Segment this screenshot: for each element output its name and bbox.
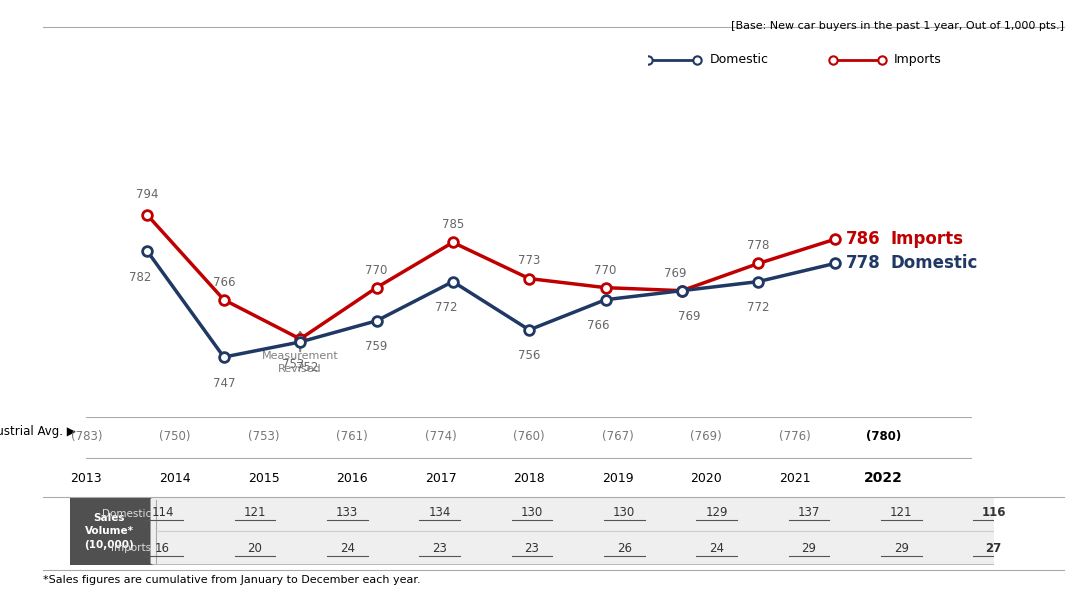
- Text: (780): (780): [866, 430, 901, 442]
- Text: (783): (783): [70, 430, 103, 442]
- Text: Industrial Avg. ▶: Industrial Avg. ▶: [0, 426, 76, 438]
- Text: 2022: 2022: [864, 471, 903, 485]
- Text: 121: 121: [890, 506, 913, 519]
- Text: 747: 747: [213, 377, 235, 390]
- Text: 114: 114: [151, 506, 174, 519]
- Text: 129: 129: [705, 506, 728, 519]
- Text: 27: 27: [985, 542, 1002, 555]
- Text: 2015: 2015: [247, 472, 280, 484]
- Text: 759: 759: [365, 340, 388, 353]
- Text: 2017: 2017: [424, 472, 457, 484]
- Text: (760): (760): [513, 430, 545, 442]
- Text: 116: 116: [982, 506, 1005, 519]
- Text: 756: 756: [518, 349, 540, 362]
- Text: 121: 121: [244, 506, 266, 519]
- Text: 773: 773: [518, 255, 540, 268]
- Text: 29: 29: [801, 542, 816, 555]
- Text: 24: 24: [340, 542, 354, 555]
- Text: 753: 753: [282, 358, 305, 371]
- Text: Imports: Imports: [890, 230, 963, 249]
- Text: 769: 769: [677, 310, 700, 323]
- Text: 772: 772: [434, 301, 457, 314]
- Text: 20: 20: [247, 542, 262, 555]
- Text: 29: 29: [894, 542, 908, 555]
- Text: 2020: 2020: [690, 472, 723, 484]
- Text: 2016: 2016: [336, 472, 368, 484]
- Text: 778: 778: [747, 239, 769, 252]
- Text: (776): (776): [779, 430, 811, 442]
- Text: 23: 23: [432, 542, 447, 555]
- FancyBboxPatch shape: [150, 498, 1026, 565]
- Text: (774): (774): [424, 430, 457, 442]
- Text: Domestic: Domestic: [710, 53, 769, 66]
- Text: 23: 23: [525, 542, 539, 555]
- Text: (767): (767): [602, 430, 634, 442]
- Text: 769: 769: [664, 266, 686, 279]
- Text: 2013: 2013: [70, 472, 103, 484]
- Text: 2019: 2019: [602, 472, 634, 484]
- Text: 137: 137: [798, 506, 820, 519]
- Text: 766: 766: [213, 276, 235, 289]
- Text: 130: 130: [613, 506, 635, 519]
- Text: 24: 24: [710, 542, 724, 555]
- Text: (769): (769): [690, 430, 723, 442]
- Text: [Base: New car buyers in the past 1 year, Out of 1,000 pts.]: [Base: New car buyers in the past 1 year…: [731, 21, 1064, 31]
- Text: 794: 794: [136, 188, 159, 201]
- FancyBboxPatch shape: [27, 494, 1037, 569]
- Text: 134: 134: [429, 506, 450, 519]
- Text: (750): (750): [159, 430, 191, 442]
- Text: Imports: Imports: [894, 53, 942, 66]
- Text: 133: 133: [336, 506, 359, 519]
- Text: 26: 26: [617, 542, 632, 555]
- Text: 782: 782: [130, 271, 151, 284]
- Text: Sales
Volume*
(10,000): Sales Volume* (10,000): [84, 513, 134, 549]
- Text: 2018: 2018: [513, 472, 545, 484]
- Text: Domestic: Domestic: [103, 509, 151, 519]
- Text: 752: 752: [296, 361, 319, 374]
- Text: 130: 130: [521, 506, 543, 519]
- Text: *Sales figures are cumulative from January to December each year.: *Sales figures are cumulative from Janua…: [43, 575, 421, 585]
- Text: (761): (761): [336, 430, 368, 442]
- Text: 770: 770: [594, 263, 617, 276]
- Text: 770: 770: [365, 263, 388, 276]
- Text: 785: 785: [442, 218, 464, 231]
- Text: 778: 778: [846, 255, 880, 272]
- Text: 2014: 2014: [159, 472, 191, 484]
- Text: Measurement
Revised: Measurement Revised: [261, 351, 338, 374]
- Text: 16: 16: [156, 542, 170, 555]
- Text: 786: 786: [846, 230, 880, 249]
- Text: 2021: 2021: [779, 472, 811, 484]
- Text: Domestic: Domestic: [890, 255, 977, 272]
- Text: 766: 766: [588, 319, 610, 332]
- Text: Imports: Imports: [111, 543, 151, 554]
- Text: (753): (753): [247, 430, 280, 442]
- Text: 772: 772: [747, 301, 769, 314]
